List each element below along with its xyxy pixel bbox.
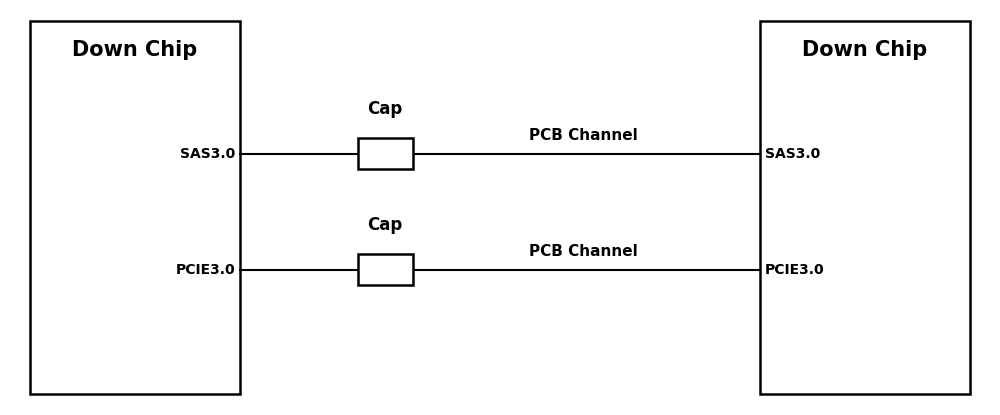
Text: PCB Channel: PCB Channel (529, 128, 637, 143)
Text: PCIE3.0: PCIE3.0 (175, 263, 235, 277)
Bar (30, 21, 240, 394)
Text: PCB Channel: PCB Channel (529, 244, 637, 259)
Text: Down Chip: Down Chip (72, 40, 198, 60)
Bar (358, 138, 413, 169)
Text: SAS3.0: SAS3.0 (180, 146, 235, 161)
Text: Cap: Cap (367, 217, 403, 234)
Text: Down Chip: Down Chip (802, 40, 928, 60)
Text: Cap: Cap (367, 100, 403, 118)
Text: PCIE3.0: PCIE3.0 (765, 263, 825, 277)
Bar (760, 21, 970, 394)
Text: SAS3.0: SAS3.0 (765, 146, 820, 161)
Bar (358, 254, 413, 286)
